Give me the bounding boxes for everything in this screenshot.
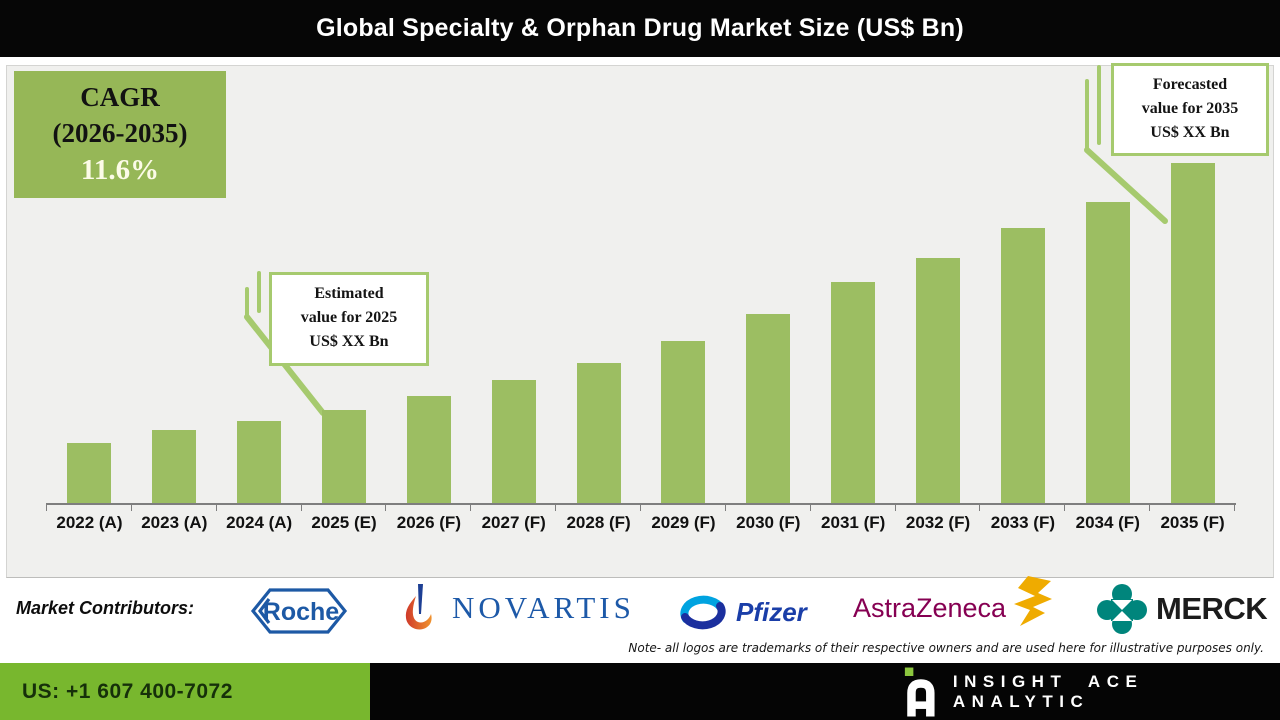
x-axis-label-2023: 2023 (A)	[141, 513, 208, 532]
forecasted-callout-line3: US$ XX Bn	[1150, 124, 1230, 141]
x-axis-label-2031: 2031 (F)	[821, 513, 886, 532]
estimated-callout: Estimated value for 2025 US$ XX Bn	[269, 272, 429, 366]
axis-tick	[130, 505, 132, 511]
bar-2030	[746, 314, 791, 503]
x-axis-label-2024: 2024 (A)	[226, 513, 293, 532]
x-axis-label-2029: 2029 (F)	[651, 513, 716, 532]
footer-brand-bar: INSIGHT ACE ANALYTIC	[370, 663, 1280, 720]
bar-cell-2023	[132, 430, 217, 503]
roche-hexagon-icon: Roche	[250, 588, 348, 634]
x-axis-label-2035: 2035 (F)	[1160, 513, 1225, 532]
bar-2031	[831, 282, 876, 503]
cagr-period: (2026-2035)	[52, 117, 188, 148]
cagr-box: CAGR (2026-2035) 11.6%	[14, 71, 226, 198]
axis-tick	[1234, 505, 1235, 511]
bar-cell-2026	[386, 396, 471, 503]
x-axis-label-2027: 2027 (F)	[481, 513, 546, 532]
bar-cell-2035	[1150, 163, 1235, 503]
cagr-label: CAGR	[80, 82, 160, 112]
bar-cell-2022	[47, 443, 132, 503]
footer-phone-box: US: +1 607 400-7072	[0, 663, 370, 720]
axis-tick	[1149, 505, 1151, 511]
x-axis-label-2025: 2025 (E)	[311, 513, 377, 532]
astrazeneca-wordmark: AstraZeneca	[853, 592, 1007, 623]
brand-block: INSIGHT ACE ANALYTIC	[903, 663, 1280, 720]
bar-2035	[1170, 163, 1215, 503]
axis-tick	[809, 505, 811, 511]
bar-2026	[406, 396, 451, 503]
axis-tick	[300, 505, 302, 511]
merck-wordmark: MERCK	[1156, 591, 1268, 626]
merck-logo: MERCK	[1097, 584, 1268, 634]
bar-cell-2032	[896, 258, 981, 503]
estimated-callout-line2: value for 2025	[300, 309, 398, 326]
estimated-callout-line1: Estimated	[314, 285, 384, 302]
axis-tick	[555, 505, 557, 511]
bar-cell-2029	[641, 341, 726, 503]
bar-cell-2031	[811, 282, 896, 503]
brand-name: INSIGHT ACE ANALYTIC	[952, 671, 1144, 711]
bar-cell-2024	[217, 421, 302, 503]
chart-panel: CAGR (2026-2035) 11.6% Estimated value f…	[6, 63, 1274, 578]
x-axis-label-2032: 2032 (F)	[905, 513, 971, 532]
x-axis-labels: 2022 (A) 2023 (A) 2024 (A) 2025 (E) 2026 (F)…	[47, 513, 1235, 533]
astrazeneca-logo: AstraZeneca	[853, 576, 1054, 628]
bar-2023	[152, 430, 197, 503]
page-title: Global Specialty & Orphan Drug Market Si…	[316, 14, 964, 42]
cagr-value: 11.6%	[80, 154, 160, 187]
axis-tick	[385, 505, 387, 511]
roche-logo: Roche	[248, 584, 350, 638]
pfizer-wordmark: Pfizer	[736, 596, 807, 627]
forecasted-callout: Forecasted value for 2035 US$ XX Bn	[1111, 63, 1269, 156]
merck-icon	[1097, 584, 1147, 634]
x-axis-label-2028: 2028 (F)	[566, 513, 631, 532]
axis-tick	[470, 505, 472, 511]
axis-tick	[1064, 505, 1066, 511]
bar-cell-2034	[1065, 202, 1150, 503]
bar-cell-2025	[302, 410, 387, 503]
insight-ace-analytic-icon	[904, 667, 935, 716]
x-axis-label-2034: 2034 (F)	[1075, 513, 1140, 532]
x-axis-line	[46, 503, 1236, 505]
axis-tick	[979, 505, 981, 511]
estimated-callout-line3: US$ XX Bn	[309, 333, 389, 350]
axis-tick	[640, 505, 641, 511]
axis-tick	[215, 505, 217, 511]
forecasted-callout-line2: value for 2035	[1141, 100, 1239, 117]
bar-2025	[322, 410, 366, 503]
astrazeneca-ribbon-icon	[1014, 576, 1053, 626]
novartis-flame-icon	[405, 584, 432, 630]
bar-cell-2027	[471, 380, 556, 503]
bar-chart	[47, 66, 1235, 503]
pfizer-logo: Pfizer	[676, 592, 807, 632]
roche-wordmark: Roche	[263, 598, 340, 626]
forecasted-callout-line1: Forecasted	[1152, 76, 1228, 93]
bar-2029	[661, 341, 706, 503]
x-axis-label-2033: 2033 (F)	[990, 513, 1055, 532]
axis-tick	[46, 505, 47, 511]
bar-2027	[491, 380, 536, 503]
phone-number: US: +1 607 400-7072	[22, 679, 233, 703]
bar-2022	[67, 443, 112, 503]
x-axis-label-2030: 2030 (F)	[736, 513, 801, 532]
bar-2024	[237, 421, 282, 503]
bar-cell-2028	[556, 363, 641, 503]
trademark-note: Note- all logos are trademarks of their …	[628, 641, 1264, 655]
novartis-logo: NOVARTIS	[402, 582, 635, 634]
pfizer-swirl-icon	[680, 595, 726, 630]
bar-2034	[1085, 202, 1130, 503]
bar-2033	[1000, 228, 1045, 503]
axis-tick	[724, 505, 726, 511]
market-contributors-label: Market Contributors:	[16, 598, 195, 618]
bar-cell-2030	[726, 314, 811, 503]
x-axis-label-2022: 2022 (A)	[56, 513, 123, 532]
bar-2032	[916, 258, 961, 503]
novartis-wordmark: NOVARTIS	[452, 590, 635, 625]
bar-cell-2033	[980, 228, 1065, 503]
x-axis-label-2026: 2026 (F)	[396, 513, 461, 532]
title-bar: Global Specialty & Orphan Drug Market Si…	[0, 0, 1280, 57]
axis-tick	[894, 505, 896, 511]
bar-2028	[576, 363, 621, 503]
